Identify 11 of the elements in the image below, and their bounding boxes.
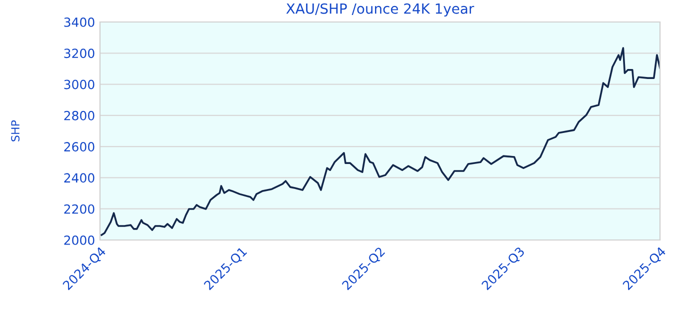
y-tick-label: 2200 — [64, 204, 94, 214]
y-tick-label: 3000 — [64, 80, 94, 90]
y-axis-title: SHP — [11, 120, 20, 142]
y-tick-label: 2000 — [64, 235, 94, 245]
y-tick-label: 3200 — [64, 48, 94, 58]
y-tick-label: 2400 — [64, 173, 94, 183]
y-tick-label: 2800 — [64, 110, 94, 120]
y-tick-label: 3400 — [64, 17, 94, 27]
y-tick-label: 2600 — [64, 142, 94, 152]
line-series — [100, 47, 660, 236]
chart-title: XAU/SHP /ounce 24K 1year — [286, 3, 474, 17]
